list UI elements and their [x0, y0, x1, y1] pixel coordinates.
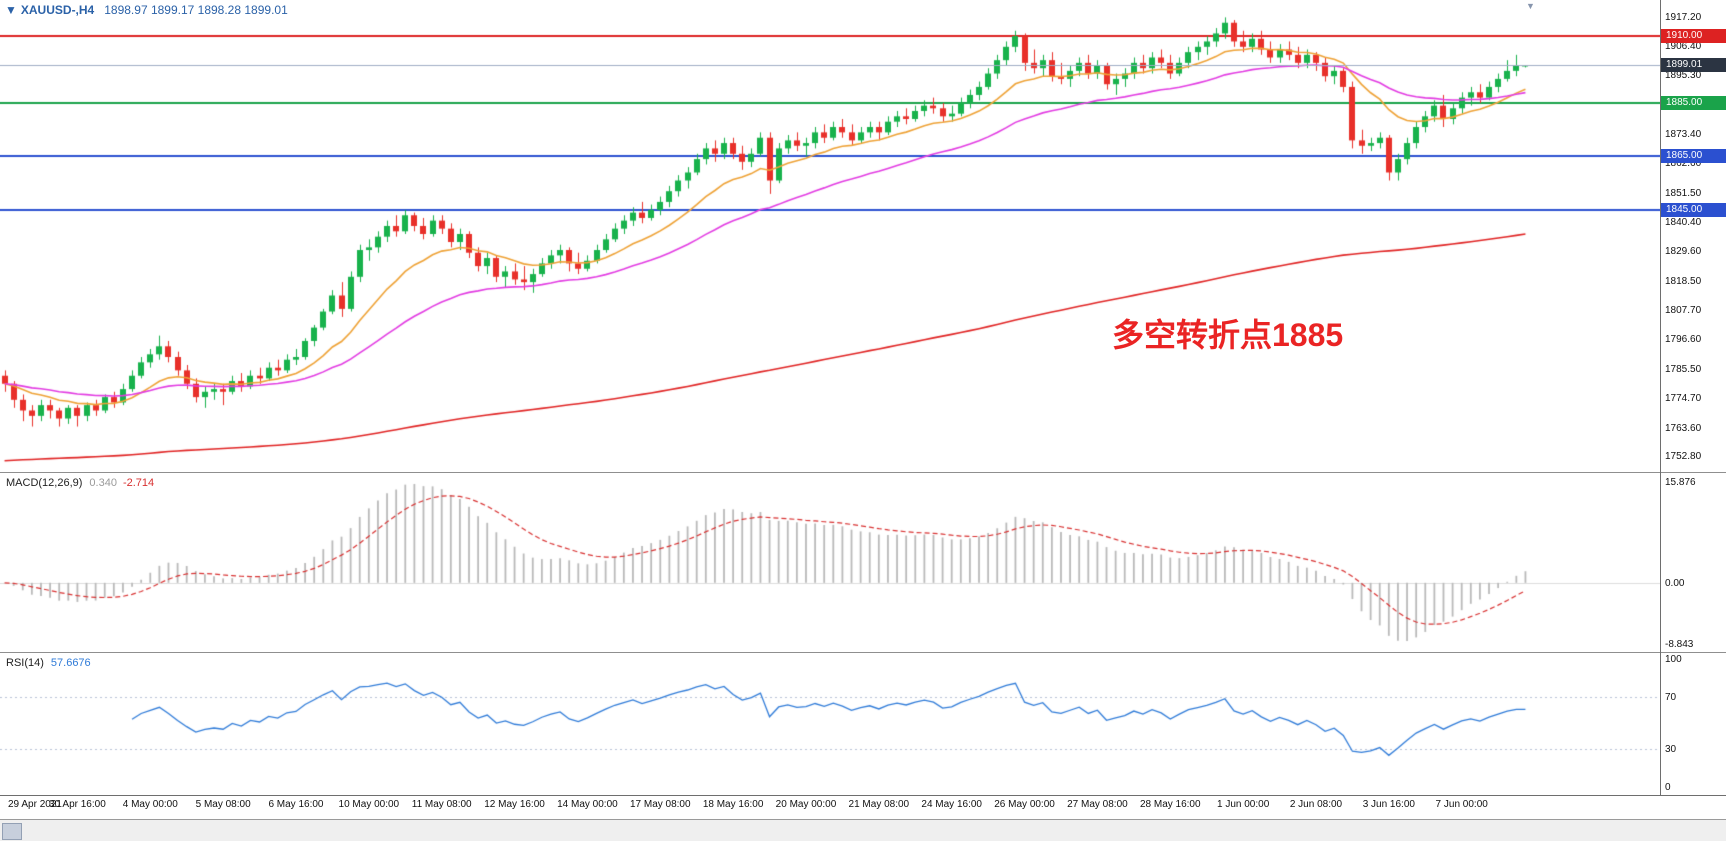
price-axis-label: 1873.40: [1665, 128, 1702, 140]
price-level-badge: 1845.00: [1661, 202, 1726, 217]
rsi-indicator-canvas[interactable]: [0, 653, 1660, 795]
price-axis-label: 1785.50: [1665, 364, 1702, 376]
horizontal-scrollbar[interactable]: [0, 819, 1726, 841]
price-axis-label: 1906.40: [1665, 40, 1702, 52]
price-axis-label: 1895.30: [1665, 70, 1702, 82]
collapse-arrow-icon[interactable]: ▼: [5, 3, 17, 17]
rsi-axis-label: 100: [1665, 654, 1682, 665]
macd-indicator-label: MACD(12,26,9) 0.340 -2.714: [6, 477, 154, 489]
chart-header: ▼ XAUUSD-,H4 1898.97 1899.17 1898.28 1899.…: [5, 3, 288, 17]
rsi-axis-label: 30: [1665, 743, 1677, 755]
time-axis-label: 24 May 16:00: [921, 799, 982, 810]
panel-separator: [0, 652, 1726, 653]
time-axis-label: 2 Jun 08:00: [1289, 799, 1343, 810]
time-axis-label: 3 Jun 16:00: [1362, 799, 1415, 810]
time-axis-label: 10 May 00:00: [338, 799, 400, 810]
rsi-axis-label: 70: [1665, 692, 1677, 704]
macd-title: MACD(12,26,9): [6, 477, 83, 489]
price-axis-label: 1851.50: [1665, 187, 1702, 199]
macd-indicator-canvas[interactable]: [0, 473, 1660, 652]
current-price-badge: 1899.01: [1661, 58, 1726, 73]
price-level-badge: 1865.00: [1661, 149, 1726, 164]
chart-shift-marker-icon[interactable]: ▼: [1526, 1, 1535, 11]
price-axis-divider: [1660, 0, 1661, 796]
time-axis-label: 1 Jun 00:00: [1216, 799, 1270, 810]
time-axis-label: 20 May 00:00: [775, 799, 837, 810]
time-axis-label: 26 May 00:00: [994, 799, 1055, 810]
price-axis-label: 1752.80: [1665, 451, 1702, 463]
price-axis-label: 1796.60: [1665, 334, 1702, 346]
time-axis-label: 5 May 08:00: [195, 799, 251, 810]
time-axis-label: 30 Apr 16:00: [49, 799, 106, 810]
time-axis-label: 27 May 08:00: [1067, 799, 1128, 810]
price-axis-label: 1818.50: [1665, 275, 1702, 287]
time-axis-label: 28 May 16:00: [1139, 799, 1201, 810]
symbol-timeframe-label: XAUUSD-,H4: [20, 3, 95, 17]
macd-axis-label: 15.876: [1665, 477, 1696, 488]
scrollbar-handle[interactable]: [2, 823, 22, 840]
time-axis-label: 11 May 08:00: [411, 799, 472, 810]
time-axis-label: 6 May 16:00: [268, 799, 324, 810]
time-axis-label: 12 May 16:00: [484, 799, 545, 810]
rsi-value: 57.6676: [50, 657, 91, 669]
price-axis-label: 1774.70: [1665, 392, 1702, 404]
panel-separator: [0, 795, 1726, 796]
time-axis-label: 7 Jun 00:00: [1435, 799, 1488, 810]
price-axis-label: 1763.60: [1665, 422, 1702, 434]
panel-separator: [0, 472, 1726, 473]
rsi-title: RSI(14): [6, 657, 44, 669]
price-level-badge: 1885.00: [1661, 95, 1726, 110]
time-axis-label: 18 May 16:00: [702, 799, 764, 810]
macd-signal-value: -2.714: [122, 477, 155, 489]
rsi-indicator-label: RSI(14) 57.6676: [6, 657, 91, 669]
price-level-badge: 1910.00: [1661, 29, 1726, 44]
time-axis-label: 14 May 00:00: [557, 799, 618, 810]
price-axis-label: 1829.60: [1665, 246, 1702, 258]
ohlc-values: 1898.97 1899.17 1898.28 1899.01: [104, 3, 288, 17]
rsi-axis-label: 0: [1665, 782, 1671, 793]
macd-axis-label: 0.00: [1665, 577, 1685, 589]
chart-annotation-text: 多空转折点1885: [1112, 317, 1344, 353]
time-axis-label: 21 May 08:00: [848, 799, 910, 810]
macd-axis-label: -8.843: [1665, 639, 1694, 650]
price-axis-label: 1840.40: [1665, 217, 1702, 229]
macd-main-value: 0.340: [89, 477, 117, 489]
time-axis-label: 4 May 00:00: [122, 799, 178, 810]
price-axis-label: 1807.70: [1665, 304, 1702, 316]
price-axis-label: 1917.20: [1665, 11, 1702, 23]
time-axis-label: 29 Apr 2021: [8, 799, 62, 810]
price-chart-canvas[interactable]: [0, 0, 1660, 472]
time-axis-label: 17 May 08:00: [629, 799, 691, 810]
